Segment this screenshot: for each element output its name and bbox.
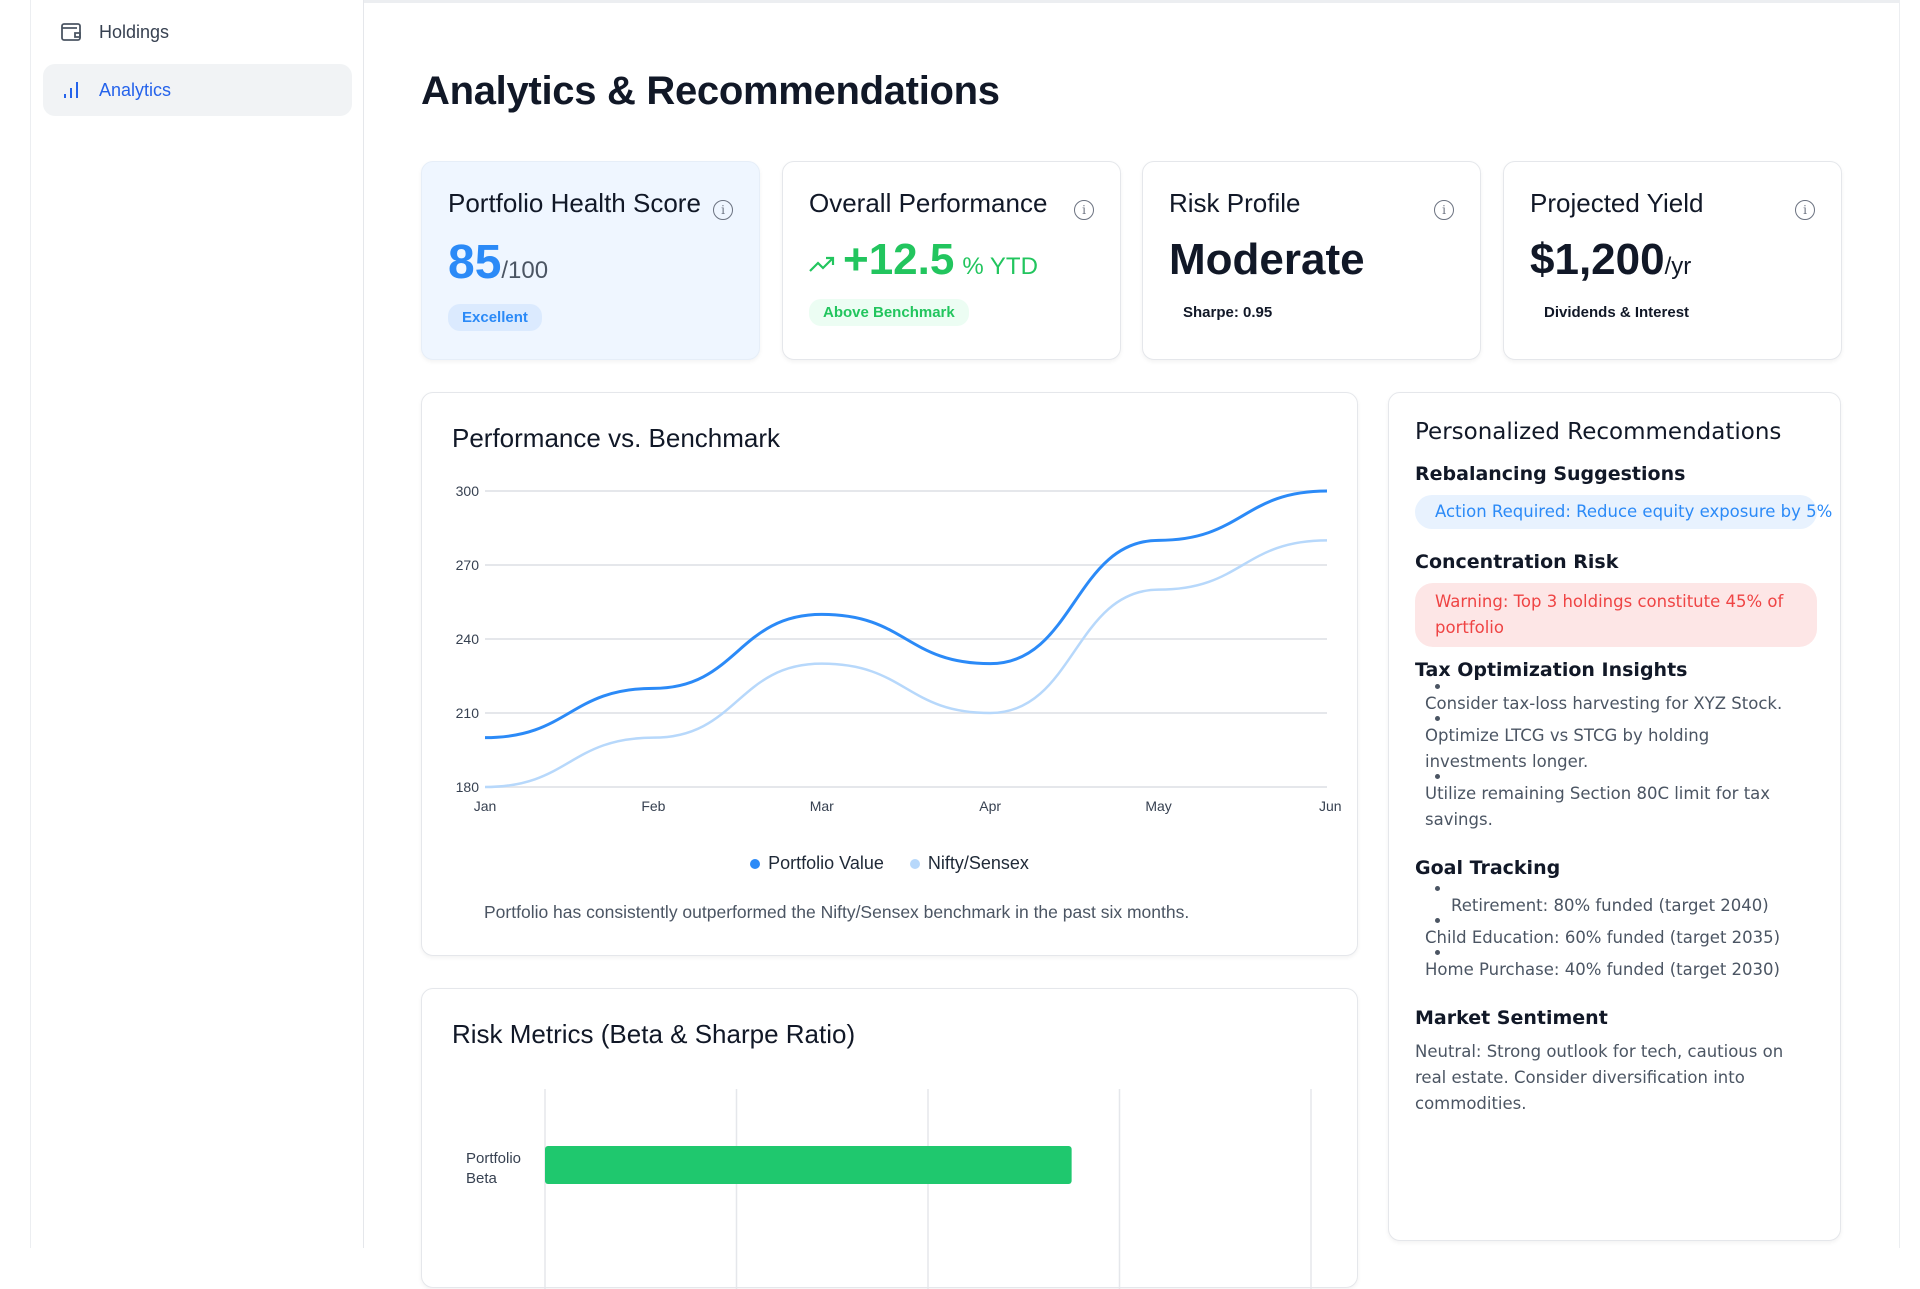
- sidebar-item-label: Analytics: [99, 79, 172, 100]
- recommendations-title: Personalized Recommendations: [1415, 419, 1782, 445]
- status-badge: Excellent: [448, 304, 542, 331]
- sidebar-item-holdings[interactable]: Holdings: [43, 6, 352, 58]
- y-tick-label: 180: [456, 779, 480, 795]
- sidebar-item-label: Holdings: [99, 21, 170, 42]
- wallet-icon: [61, 23, 81, 41]
- risk-profile-value: Moderate: [1169, 235, 1365, 284]
- list-item: Retirement: 80% funded (target 2040): [1415, 886, 1785, 919]
- performance-chart-card: Performance vs. Benchmark 180 210 240 270 30…: [421, 392, 1358, 956]
- legend-item-portfolio[interactable]: Portfolio Value: [750, 853, 884, 874]
- bar-label: Portfolio Beta: [466, 1150, 522, 1187]
- info-icon[interactable]: i: [713, 200, 733, 220]
- sharpe-ratio: Sharpe: 0.95: [1183, 304, 1273, 321]
- y-tick-label: 240: [456, 631, 480, 647]
- section-heading: Market Sentiment: [1415, 1007, 1608, 1029]
- portfolio-line: [484, 489, 1328, 740]
- projected-yield-card: Projected Yield i $1,200/yr Dividends & …: [1503, 161, 1842, 360]
- sidebar-item-analytics[interactable]: Analytics: [43, 64, 352, 116]
- list-item: Home Purchase: 40% funded (target 2030): [1415, 950, 1785, 983]
- chart-title: Risk Metrics (Beta & Sharpe Ratio): [452, 1019, 856, 1049]
- risk-chart: [544, 1089, 1312, 1289]
- yield-unit: /yr: [1664, 253, 1692, 280]
- section-heading: Tax Optimization Insights: [1415, 659, 1688, 681]
- legend-item-benchmark[interactable]: Nifty/Sensex: [909, 853, 1029, 874]
- card-title: Projected Yield: [1530, 188, 1704, 218]
- main-content: Analytics & Recommendations Portfolio He…: [364, 0, 1900, 1289]
- info-icon[interactable]: i: [1434, 200, 1454, 220]
- x-tick-label: May: [1145, 798, 1171, 814]
- list-item: Child Education: 60% funded (target 2035…: [1415, 918, 1785, 951]
- trending-up-icon: [809, 256, 835, 272]
- overall-performance-card: Overall Performance i +12.5 % YTD Above B…: [782, 161, 1121, 360]
- tax-list: Consider tax-loss harvesting for XYZ Sto…: [1415, 684, 1785, 833]
- performance-unit: % YTD: [962, 253, 1038, 280]
- x-tick-label: Jan: [474, 798, 497, 814]
- card-title: Portfolio Health Score: [448, 188, 701, 218]
- x-tick-label: Jun: [1319, 798, 1342, 814]
- performance-chart: 180 210 240 270 300 Jan Feb Mar Apr May Jun: [456, 483, 1342, 814]
- rebalancing-alert: Action Required: Reduce equity exposure …: [1415, 495, 1832, 529]
- beta-bar: [545, 1146, 1072, 1184]
- status-badge: Above Benchmark: [809, 299, 969, 326]
- recommendations-card: Personalized Recommendations Rebalancing…: [1388, 392, 1841, 1241]
- list-item: Consider tax-loss harvesting for XYZ Sto…: [1415, 684, 1785, 717]
- page-title: Analytics & Recommendations: [421, 69, 1000, 113]
- info-icon[interactable]: i: [1074, 200, 1094, 220]
- performance-value: +12.5: [843, 235, 955, 284]
- benchmark-line: [484, 539, 1328, 789]
- health-score-value: 85: [448, 236, 502, 289]
- risk-metrics-card: Risk Metrics (Beta & Sharpe Ratio) Portf…: [421, 988, 1358, 1289]
- yield-note: Dividends & Interest: [1544, 304, 1690, 321]
- legend-label: Nifty/Sensex: [927, 853, 1029, 873]
- list-item: Utilize remaining Section 80C limit for …: [1415, 774, 1785, 833]
- y-tick-label: 270: [456, 557, 480, 573]
- risk-profile-card: Risk Profile i Moderate Sharpe: 0.95: [1142, 161, 1481, 360]
- section-heading: Goal Tracking: [1415, 857, 1561, 879]
- card-title: Risk Profile: [1169, 188, 1301, 218]
- chart-legend: Portfolio Value Nifty/Sensex: [422, 853, 1357, 874]
- chart-title: Performance vs. Benchmark: [452, 423, 781, 453]
- chart-caption: Portfolio has consistently outperformed …: [484, 902, 1190, 922]
- sidebar: Holdings Analytics: [30, 0, 364, 1248]
- health-score-max: /100: [501, 257, 549, 284]
- health-score-card: Portfolio Health Score i 85/100 Excellen…: [421, 161, 760, 360]
- y-tick-label: 300: [456, 483, 480, 499]
- x-tick-label: Apr: [979, 798, 1001, 814]
- legend-label: Portfolio Value: [768, 853, 884, 873]
- sentiment-text: Neutral: Strong outlook for tech, cautio…: [1415, 1042, 1784, 1113]
- card-title: Overall Performance: [809, 188, 1048, 218]
- bar-chart-icon: [64, 82, 78, 98]
- concentration-warning: Warning: Top 3 holdings constitute 45% o…: [1415, 583, 1817, 647]
- x-tick-label: Feb: [641, 798, 665, 814]
- info-icon[interactable]: i: [1795, 200, 1815, 220]
- x-tick-label: Mar: [810, 798, 834, 814]
- section-heading: Concentration Risk: [1415, 551, 1619, 573]
- goals-list: Retirement: 80% funded (target 2040) Chi…: [1415, 886, 1785, 983]
- y-tick-label: 210: [456, 705, 480, 721]
- section-heading: Rebalancing Suggestions: [1415, 463, 1686, 485]
- list-item: Optimize LTCG vs STCG by holding investm…: [1415, 716, 1785, 775]
- yield-value: $1,200: [1530, 235, 1665, 284]
